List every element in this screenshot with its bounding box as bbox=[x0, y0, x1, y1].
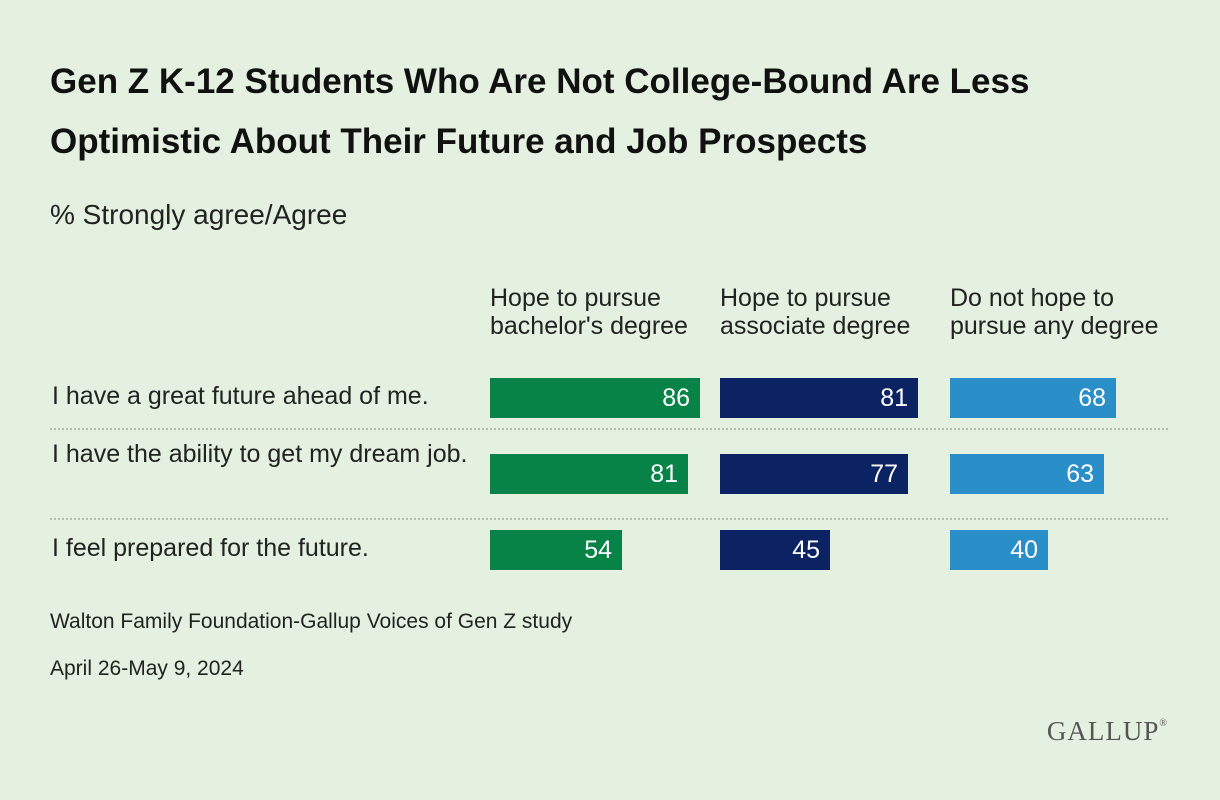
bar-associate-prepared: 45 bbox=[720, 530, 830, 570]
chart-title: Gen Z K-12 Students Who Are Not College-… bbox=[50, 62, 1030, 161]
row-divider bbox=[50, 518, 1168, 520]
date-note: April 26-May 9, 2024 bbox=[50, 657, 244, 680]
bar-no-degree-dream-job: 63 bbox=[950, 454, 1104, 494]
bar-no-degree-prepared: 40 bbox=[950, 530, 1048, 570]
bar-value-label: 81 bbox=[880, 384, 908, 412]
bar-no-degree-great-future: 68 bbox=[950, 378, 1116, 418]
column-header-associate: Hope to pursue associate degree bbox=[720, 284, 911, 340]
bar-value-label: 68 bbox=[1078, 384, 1106, 412]
bar-value-label: 63 bbox=[1066, 460, 1094, 488]
row-label-dream-job: I have the ability to get my dream job. bbox=[52, 440, 468, 468]
column-header-bachelors: Hope to pursue bachelor's degree bbox=[490, 284, 688, 340]
bar-value-label: 81 bbox=[650, 460, 678, 488]
source-note: Walton Family Foundation-Gallup Voices o… bbox=[50, 610, 573, 633]
bar-associate-dream-job: 77 bbox=[720, 454, 908, 494]
chart-subtitle: % Strongly agree/Agree bbox=[50, 199, 348, 230]
column-header-no-degree: Do not hope to pursue any degree bbox=[950, 284, 1159, 340]
row-label-prepared: I feel prepared for the future. bbox=[52, 534, 369, 562]
bar-value-label: 54 bbox=[584, 536, 612, 564]
bar-bachelors-dream-job: 81 bbox=[490, 454, 688, 494]
bar-value-label: 45 bbox=[792, 536, 820, 564]
bar-bachelors-prepared: 54 bbox=[490, 530, 622, 570]
bar-value-label: 40 bbox=[1010, 536, 1038, 564]
row-label-great-future: I have a great future ahead of me. bbox=[52, 382, 429, 410]
bar-associate-great-future: 81 bbox=[720, 378, 918, 418]
bar-bachelors-great-future: 86 bbox=[490, 378, 700, 418]
row-divider bbox=[50, 428, 1168, 430]
gallup-logo: GALLUP® bbox=[1046, 716, 1168, 746]
bar-value-label: 86 bbox=[662, 384, 690, 412]
bar-value-label: 77 bbox=[870, 460, 898, 488]
